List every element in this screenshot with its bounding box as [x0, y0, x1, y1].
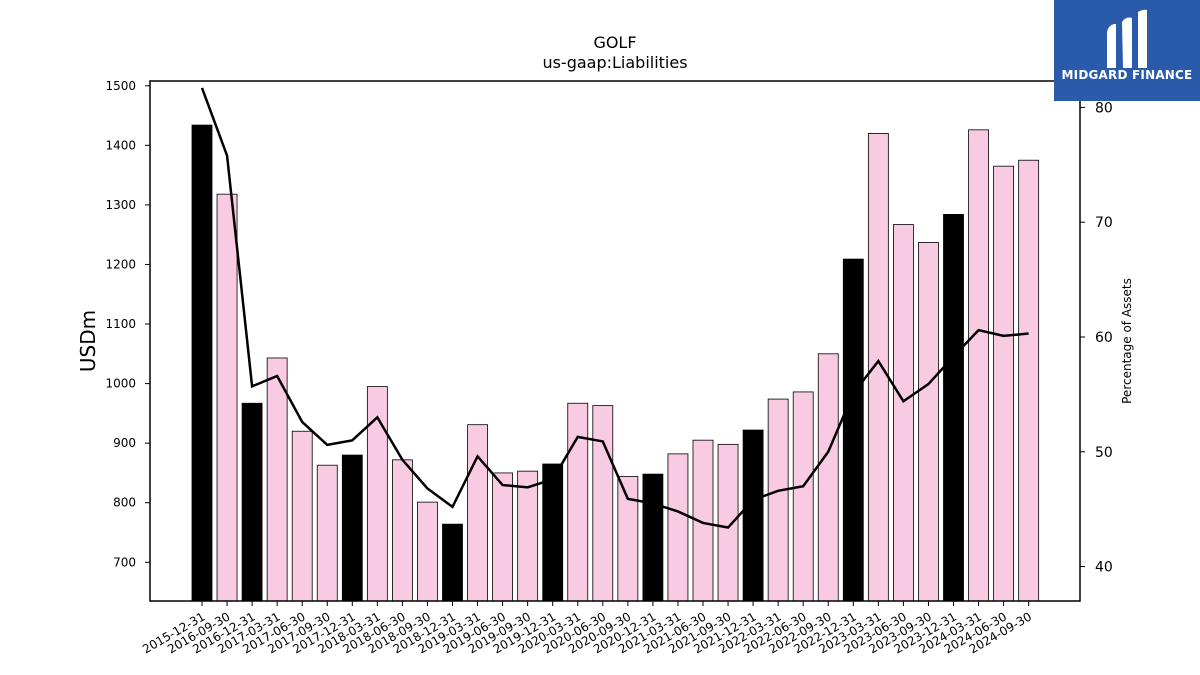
bar-2021-03-31: [667, 453, 689, 602]
bar-2018-06-30: [391, 459, 413, 602]
bar-2024-06-30: [993, 165, 1014, 602]
bar-2020-12-31: [642, 473, 664, 602]
y-tick-label: 1400: [105, 138, 136, 152]
y-tick-label: 1100: [105, 317, 136, 331]
x-axis: 2015-12-312016-09-302016-12-312017-03-31…: [140, 601, 1034, 656]
bar-2017-12-31: [341, 454, 363, 602]
y2-tick-label: 60: [1095, 330, 1113, 346]
y-tick-label: 900: [113, 436, 136, 450]
bar-2020-03-31: [567, 402, 589, 602]
bar-2022-03-31: [767, 398, 789, 602]
y-axis-label: USDm: [76, 310, 100, 372]
bar-2022-12-31: [842, 258, 864, 602]
bar-2016-09-30: [216, 193, 238, 602]
bar-2024-09-30: [1018, 159, 1040, 602]
logo-mark-icon: [1107, 9, 1147, 68]
bar-2020-09-30: [617, 476, 639, 602]
bar-2020-06-30: [592, 405, 614, 602]
y2-axis-label: Percentage of Assets: [1120, 278, 1134, 404]
bar-2023-09-30: [918, 242, 939, 602]
bar-2023-06-30: [893, 224, 914, 602]
bar-2017-06-30: [291, 430, 313, 602]
y2-tick-label: 50: [1095, 445, 1113, 461]
y-axis-left: 700 800 900 1000 1100 1200 1300 1400 1500: [105, 79, 150, 569]
bar-2023-12-31: [943, 214, 964, 602]
y2-tick-label: 40: [1095, 560, 1113, 576]
plot-frame: [149, 80, 1081, 602]
midgard-finance-logo: MIDGARD FINANCE: [1054, 0, 1200, 101]
bar-2021-12-31: [742, 429, 764, 602]
bar-2018-12-31: [442, 523, 463, 602]
y-tick-label: 1000: [105, 377, 136, 391]
y2-tick-label: 70: [1095, 215, 1113, 231]
bar-2021-09-30: [717, 443, 739, 602]
y2-tick-label: 80: [1095, 100, 1113, 116]
ratio-line: [200, 87, 1029, 529]
y-tick-label: 1300: [105, 198, 136, 212]
bar-2019-12-31: [542, 463, 564, 602]
y-tick-label: 1500: [105, 79, 136, 93]
bar-2017-03-31: [266, 357, 288, 602]
bars: [191, 124, 1040, 602]
chart-title: GOLF: [593, 33, 636, 52]
bar-2019-09-30: [517, 470, 539, 602]
y-tick-label: 1200: [105, 257, 136, 271]
bar-2016-12-31: [241, 402, 263, 602]
ratio-line-layer: [200, 87, 1029, 529]
bar-2019-06-30: [492, 472, 514, 602]
bar-2019-03-31: [467, 424, 488, 602]
bar-2022-09-30: [817, 353, 839, 602]
bar-2024-03-31: [968, 129, 989, 602]
bar-2023-03-31: [867, 133, 889, 602]
logo-text: MIDGARD FINANCE: [1061, 68, 1193, 82]
bar-2022-06-30: [792, 391, 814, 602]
bar-2017-09-30: [316, 464, 338, 602]
y-tick-label: 700: [113, 555, 136, 569]
y-axis-right: 40 50 60 70 80: [1080, 100, 1113, 576]
bar-2015-12-31: [191, 124, 213, 602]
bar-2018-09-30: [417, 501, 438, 602]
y-tick-label: 800: [113, 496, 136, 510]
chart-subtitle: us-gaap:Liabilities: [542, 53, 687, 72]
